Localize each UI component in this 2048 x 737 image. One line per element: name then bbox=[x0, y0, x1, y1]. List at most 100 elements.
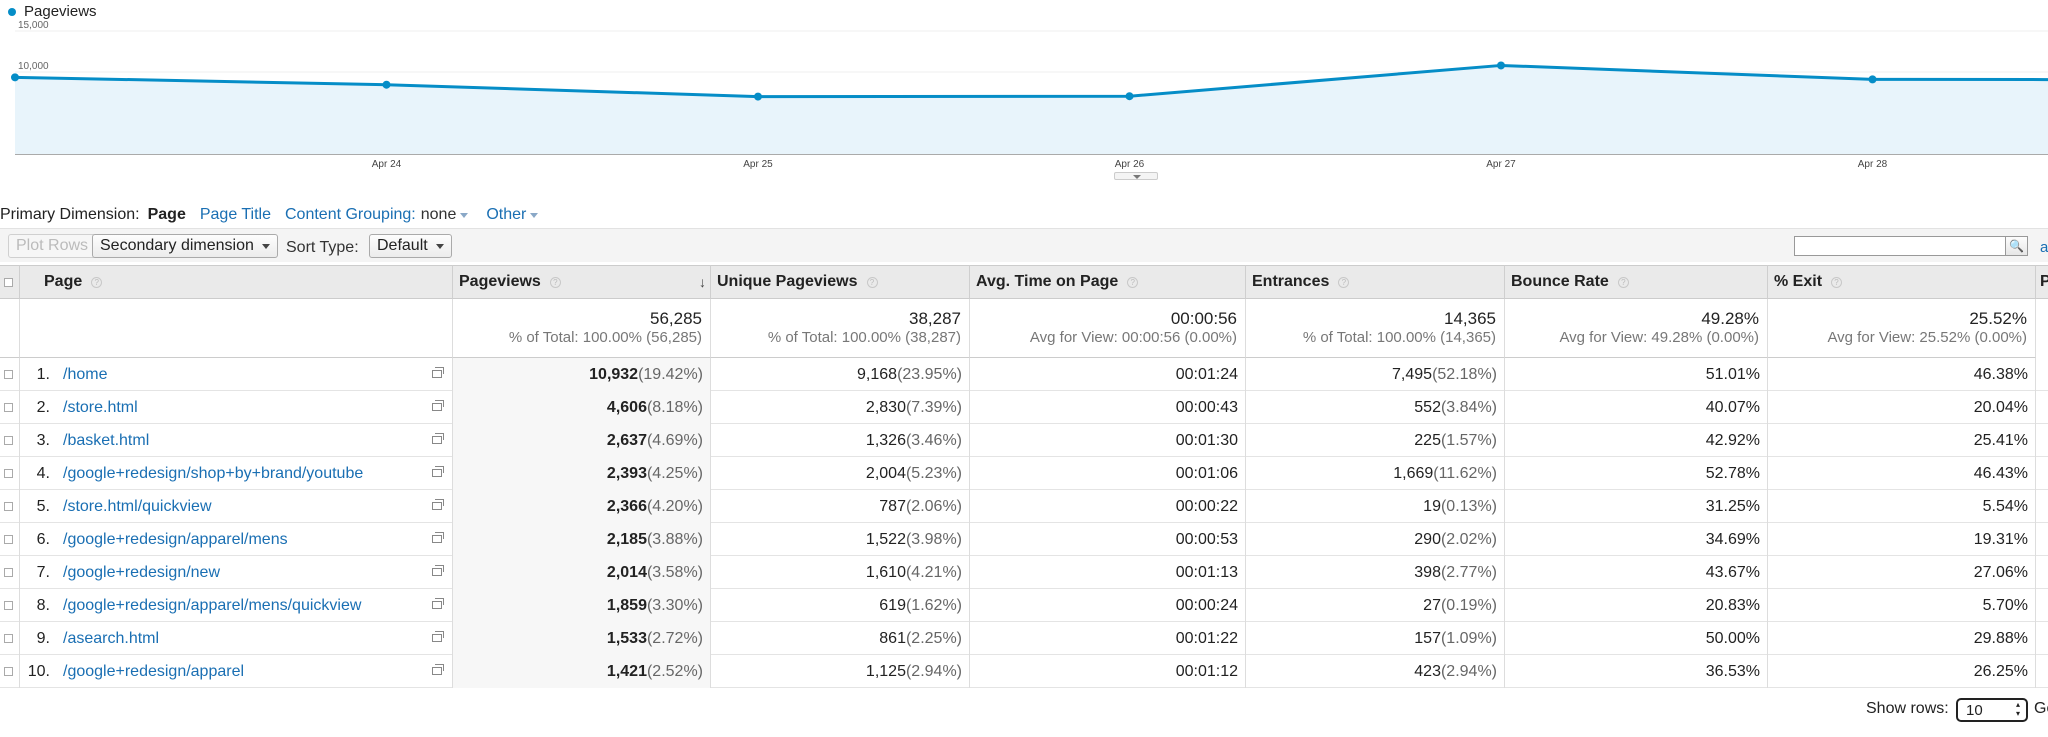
row-checkbox-cell[interactable] bbox=[0, 490, 20, 523]
column-header-pageviews[interactable]: Pageviews? ↓ bbox=[453, 265, 711, 299]
row-checkbox[interactable] bbox=[4, 634, 13, 643]
data-point[interactable] bbox=[1125, 92, 1134, 101]
external-link-icon[interactable] bbox=[432, 367, 444, 378]
row-checkbox[interactable] bbox=[4, 568, 13, 577]
row-checkbox-cell[interactable] bbox=[0, 556, 20, 589]
pageviews-value: 10,932 bbox=[589, 365, 639, 383]
row-checkbox[interactable] bbox=[4, 469, 13, 478]
dimension-page-title[interactable]: Page Title bbox=[199, 206, 271, 223]
external-link-icon[interactable] bbox=[432, 664, 444, 675]
row-checkbox[interactable] bbox=[4, 667, 13, 676]
row-checkbox-cell[interactable] bbox=[0, 457, 20, 490]
pageviews-percent: (8.18%) bbox=[646, 398, 703, 416]
y-tick-label: 15,000 bbox=[18, 20, 49, 31]
sort-descending-icon[interactable]: ↓ bbox=[699, 274, 706, 290]
page-link[interactable]: /home bbox=[63, 365, 108, 383]
help-icon[interactable]: ? bbox=[1127, 276, 1139, 288]
content-grouping-value[interactable]: none bbox=[420, 206, 457, 223]
data-point[interactable] bbox=[11, 73, 19, 82]
cell-value: 2,004 bbox=[865, 464, 906, 482]
help-icon[interactable]: ? bbox=[866, 276, 878, 288]
column-label: Pageviews bbox=[459, 273, 541, 290]
advanced-link[interactable]: a bbox=[2040, 239, 2048, 256]
row-checkbox-cell[interactable] bbox=[0, 523, 20, 556]
page-link[interactable]: /basket.html bbox=[63, 431, 150, 449]
select-all-header[interactable] bbox=[0, 265, 20, 299]
column-label: % Exit bbox=[1774, 273, 1823, 290]
page-link[interactable]: /store.html/quickview bbox=[63, 497, 212, 515]
external-link-icon[interactable] bbox=[432, 532, 444, 543]
plot-rows-button[interactable]: Plot Rows bbox=[8, 234, 97, 258]
chevron-down-icon[interactable] bbox=[460, 212, 469, 218]
row-checkbox[interactable] bbox=[4, 601, 13, 610]
external-link-icon[interactable] bbox=[432, 598, 444, 609]
page-link[interactable]: /asearch.html bbox=[63, 629, 160, 647]
column-header-partial[interactable]: P bbox=[2036, 265, 2048, 299]
help-icon[interactable]: ? bbox=[1338, 276, 1350, 288]
row-checkbox[interactable] bbox=[4, 502, 13, 511]
sort-type-dropdown[interactable]: Default bbox=[369, 234, 452, 258]
page-link[interactable]: /google+redesign/shop+by+brand/youtube bbox=[63, 464, 364, 482]
avg-time-cell: 00:01:30 bbox=[970, 424, 1246, 457]
exit-cell: 27.06% bbox=[1768, 556, 2036, 589]
column-header-page[interactable]: Page? bbox=[20, 265, 453, 299]
dimension-other[interactable]: Other bbox=[486, 206, 527, 223]
totals-bounce-rate: 49.28% Avg for View: 49.28% (0.00%) bbox=[1505, 299, 1768, 358]
data-point[interactable] bbox=[1868, 75, 1877, 84]
page-link[interactable]: /google+redesign/new bbox=[63, 563, 221, 581]
page-link[interactable]: /google+redesign/apparel bbox=[63, 662, 245, 680]
table-search-input[interactable] bbox=[1794, 236, 2006, 256]
cell-value: 00:01:22 bbox=[1175, 629, 1238, 647]
avg-time-cell: 00:01:06 bbox=[970, 457, 1246, 490]
avg-time-cell: 00:00:43 bbox=[970, 391, 1246, 424]
data-point[interactable] bbox=[1497, 61, 1505, 70]
help-icon[interactable]: ? bbox=[1831, 276, 1843, 288]
external-link-icon[interactable] bbox=[432, 466, 444, 477]
external-link-icon[interactable] bbox=[432, 499, 444, 510]
column-header-bounce-rate[interactable]: Bounce Rate? bbox=[1505, 265, 1768, 299]
pageviews-cell: 2,637 (4.69%) bbox=[453, 424, 711, 457]
row-checkbox-cell[interactable] bbox=[0, 391, 20, 424]
page-link[interactable]: /google+redesign/apparel/mens/quickview bbox=[63, 596, 362, 614]
page-link[interactable]: /google+redesign/apparel/mens bbox=[63, 530, 288, 548]
data-point[interactable] bbox=[754, 92, 762, 101]
unique-pageviews-cell: 2,830 (7.39%) bbox=[711, 391, 970, 424]
chevron-down-icon[interactable] bbox=[530, 212, 539, 218]
row-checkbox[interactable] bbox=[4, 370, 13, 379]
help-icon[interactable]: ? bbox=[1617, 276, 1629, 288]
column-header-avg-time[interactable]: Avg. Time on Page? bbox=[970, 265, 1246, 299]
row-checkbox-cell[interactable] bbox=[0, 589, 20, 622]
cell-percent: (2.02%) bbox=[1440, 530, 1497, 548]
row-checkbox-cell[interactable] bbox=[0, 622, 20, 655]
column-header-entrances[interactable]: Entrances? bbox=[1246, 265, 1505, 299]
totals-unique-pageviews: 38,287% of Total: 100.00% (38,287) bbox=[711, 299, 970, 358]
external-link-icon[interactable] bbox=[432, 400, 444, 411]
row-checkbox[interactable] bbox=[4, 403, 13, 412]
select-all-checkbox[interactable] bbox=[4, 277, 13, 287]
external-link-icon[interactable] bbox=[432, 631, 444, 642]
column-header-unique-pageviews[interactable]: Unique Pageviews? bbox=[711, 265, 970, 299]
row-checkbox[interactable] bbox=[4, 535, 13, 544]
help-icon[interactable]: ? bbox=[91, 276, 103, 288]
row-checkbox-cell[interactable] bbox=[0, 424, 20, 457]
secondary-dimension-dropdown[interactable]: Secondary dimension bbox=[92, 234, 278, 258]
cell-value: 00:01:24 bbox=[1175, 365, 1238, 383]
row-checkbox-cell[interactable] bbox=[0, 358, 20, 391]
cell-percent: (2.94%) bbox=[1440, 662, 1497, 680]
external-link-icon[interactable] bbox=[432, 565, 444, 576]
row-checkbox-cell[interactable] bbox=[0, 655, 20, 688]
totals-value: 49.28% bbox=[1701, 309, 1759, 328]
dimension-page[interactable]: Page bbox=[147, 206, 186, 223]
content-grouping-label[interactable]: Content Grouping: bbox=[285, 206, 416, 223]
external-link-icon[interactable] bbox=[432, 433, 444, 444]
search-button[interactable]: 🔍 bbox=[2006, 236, 2028, 256]
help-icon[interactable]: ? bbox=[549, 276, 561, 288]
row-number: 8. bbox=[36, 596, 50, 614]
row-checkbox[interactable] bbox=[4, 436, 13, 445]
chart-resize-handle[interactable] bbox=[1114, 172, 1158, 180]
show-rows-select[interactable]: 10 bbox=[1956, 698, 2028, 722]
column-header-exit[interactable]: % Exit? bbox=[1768, 265, 2036, 299]
bounce-rate-cell: 42.92% bbox=[1505, 424, 1768, 457]
page-link[interactable]: /store.html bbox=[63, 398, 138, 416]
data-point[interactable] bbox=[382, 80, 391, 89]
